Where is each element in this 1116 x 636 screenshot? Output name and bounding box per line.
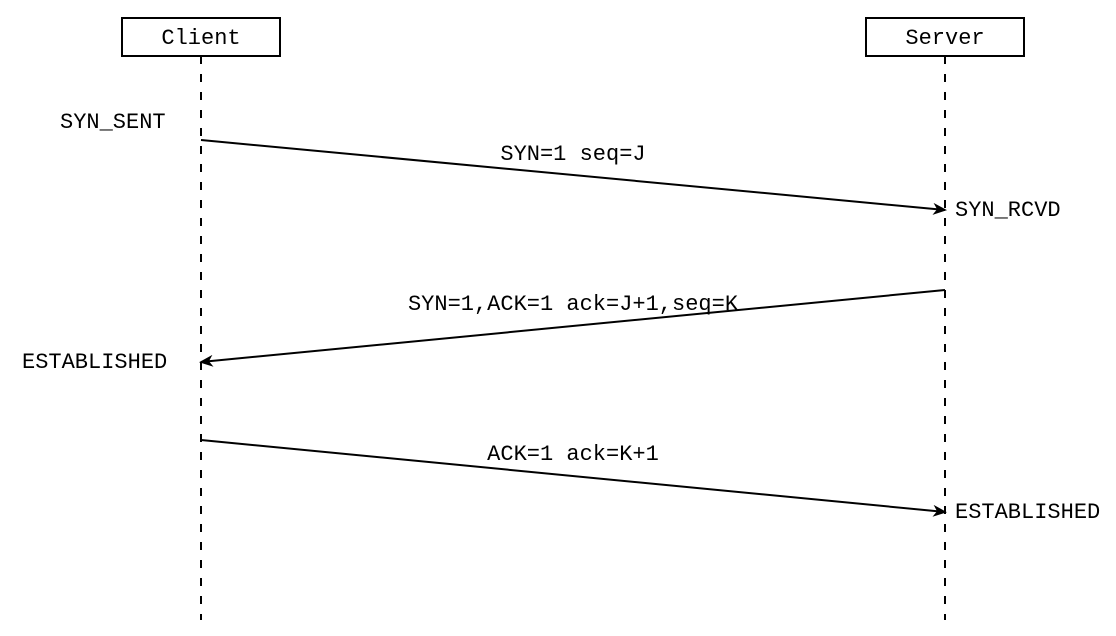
message-2-label: SYN=1,ACK=1 ack=J+1,seq=K — [408, 292, 739, 317]
actor-client: Client — [122, 18, 280, 620]
actor-server: Server — [866, 18, 1024, 620]
message-1: SYN=1 seq=J — [201, 140, 945, 210]
state-client-established: ESTABLISHED — [22, 350, 167, 375]
state-server-syn-rcvd: SYN_RCVD — [955, 198, 1061, 223]
state-client-syn-sent: SYN_SENT — [60, 110, 166, 135]
message-3: ACK=1 ack=K+1 — [201, 440, 945, 512]
server-label: Server — [905, 26, 984, 51]
message-1-label: SYN=1 seq=J — [500, 142, 645, 167]
state-server-established: ESTABLISHED — [955, 500, 1100, 525]
message-3-label: ACK=1 ack=K+1 — [487, 442, 659, 467]
message-2: SYN=1,ACK=1 ack=J+1,seq=K — [201, 290, 945, 362]
client-label: Client — [161, 26, 240, 51]
tcp-handshake-diagram: Client Server SYN_SENT SYN_RCVD ESTABLIS… — [0, 0, 1116, 636]
